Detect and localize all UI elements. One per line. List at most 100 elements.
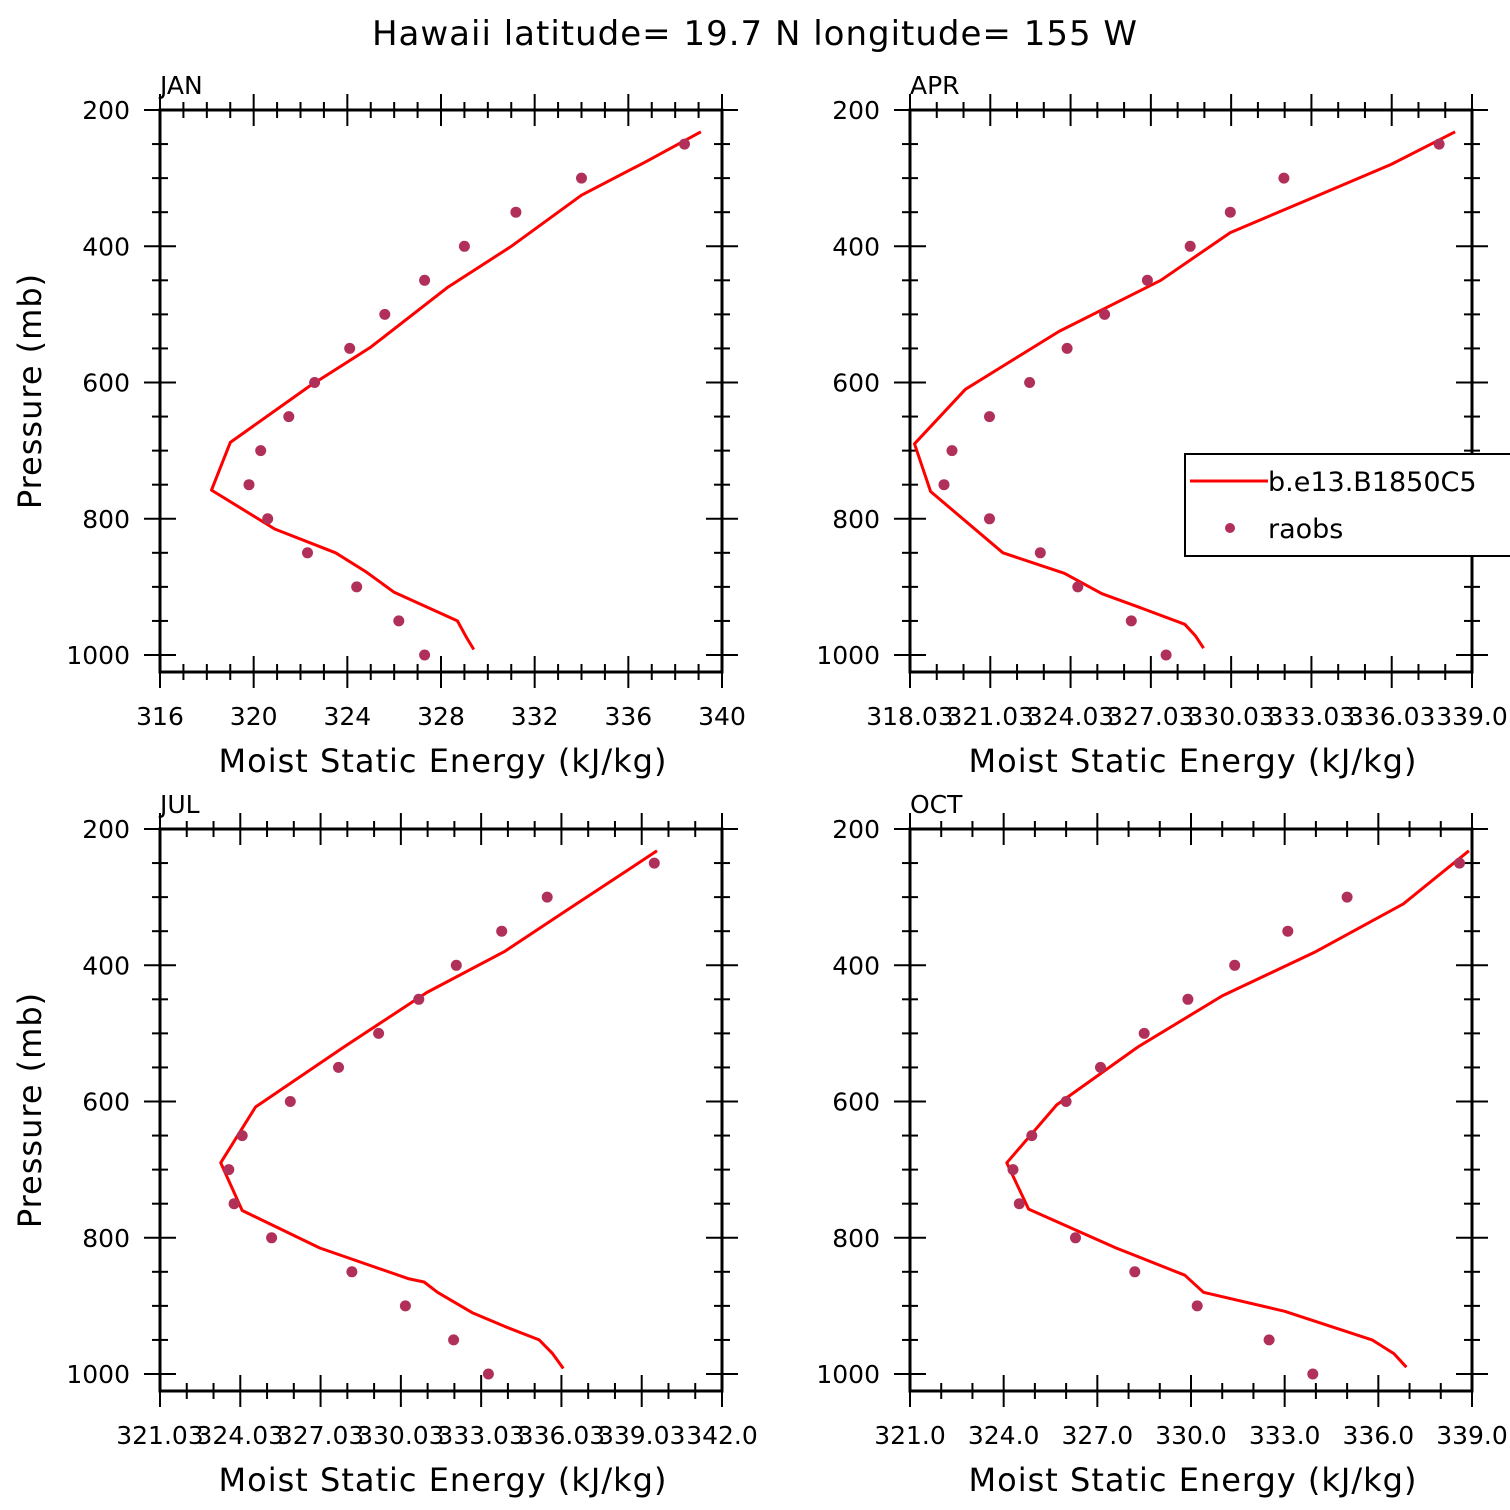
x-tick-label: 316 (136, 702, 184, 731)
x-tick-label: 327.0 (1062, 1421, 1134, 1450)
raobs-point (1184, 240, 1196, 252)
raobs-point (1007, 1164, 1019, 1176)
model-line (210, 130, 702, 651)
y-tick-label: 800 (832, 505, 880, 534)
raobs-point (1160, 649, 1172, 661)
legend: b.e13.B1850C5 raobs (1184, 453, 1510, 557)
raobs-point (399, 1300, 411, 1312)
legend-box (1184, 453, 1510, 557)
raobs-point (510, 206, 522, 218)
raobs-point (448, 1334, 460, 1346)
raobs-point (1013, 1198, 1025, 1210)
raobs-point (1099, 308, 1111, 320)
y-tick-label: 200 (832, 815, 880, 844)
raobs-point (938, 479, 950, 491)
raobs-point (679, 138, 690, 150)
x-tick-label: 336.03 (518, 1421, 605, 1450)
raobs-point (648, 857, 660, 869)
raobs-point (1072, 581, 1084, 593)
raobs-point (1061, 342, 1073, 354)
raobs-point (419, 274, 431, 286)
x-tick-label: 327.03 (1107, 702, 1194, 731)
panel-apr: APR 200 400 600 800 1000 318.03321.03324.03327… (816, 71, 1507, 780)
raobs-point (266, 1232, 278, 1244)
raobs-point (223, 1164, 235, 1176)
raobs-point (1341, 891, 1353, 903)
x-tick-label: 324 (323, 702, 371, 731)
x-tick-label: 330.03 (357, 1421, 444, 1450)
x-tick-label: 327.03 (277, 1421, 364, 1450)
model-line (1005, 849, 1470, 1369)
raobs-point (1060, 1096, 1072, 1107)
plot-frame (908, 108, 1474, 674)
x-tick-label: 339.03 (598, 1421, 685, 1450)
raobs-point (284, 1096, 296, 1107)
x-tick-label: 321.03 (116, 1421, 203, 1450)
x-axis-title: Moist Static Energy (kJ/kg) (969, 742, 1418, 780)
panel-oct: OCT 200 400 600 800 1000 321.0 324.0 327.0 330.0 3… (816, 790, 1507, 1499)
y-tick-label: 1000 (816, 1360, 880, 1389)
x-tick-label: 324.0 (968, 1421, 1040, 1450)
raobs-point (1224, 206, 1236, 218)
raobs-point (1141, 274, 1153, 286)
raobs-point (1070, 1232, 1081, 1244)
y-tick-label: 200 (82, 815, 130, 844)
raobs-point (1191, 1300, 1203, 1312)
x-tick-label: 324.03 (1027, 702, 1114, 731)
raobs-point (1263, 1334, 1275, 1346)
x-tick-label: 328 (417, 702, 465, 731)
raobs-point (1278, 172, 1290, 184)
legend-entry-model: b.e13.B1850C5 (1268, 467, 1477, 498)
x-tick-label: 321.03 (947, 702, 1034, 731)
panel-title: APR (910, 71, 960, 100)
y-tick-label: 1000 (66, 641, 130, 670)
model-line (219, 849, 658, 1370)
raobs-point (302, 547, 313, 559)
y-tick-label: 400 (832, 951, 880, 980)
x-tick-label: 336 (604, 702, 652, 731)
panel-jan: JAN 200 400 600 800 1000 316 320 324 328 332 336 340… (11, 71, 746, 780)
raobs-point (946, 445, 958, 457)
x-tick-label: 324.03 (197, 1421, 284, 1450)
raobs-point (458, 240, 470, 252)
y-tick-label: 800 (832, 1224, 880, 1253)
model-line (913, 130, 1456, 650)
raobs-point (1095, 1061, 1106, 1073)
y-tick-label: 800 (82, 505, 130, 534)
raobs-point (346, 1266, 358, 1278)
raobs-point (1282, 925, 1294, 937)
panel-title: JAN (158, 71, 203, 100)
raobs-point (984, 411, 995, 423)
x-tick-label: 321.0 (874, 1421, 946, 1450)
figure-title: Hawaii latitude= 19.7 N longitude= 155 W (372, 14, 1138, 54)
raobs-point (1125, 615, 1137, 627)
raobs-point (1433, 138, 1445, 150)
x-tick-label: 339.0 (1436, 702, 1508, 731)
panel-title: OCT (910, 790, 963, 819)
x-axis-title: Moist Static Energy (kJ/kg) (219, 1461, 668, 1499)
y-axis-title: Pressure (mb) (11, 273, 49, 509)
raobs-point (351, 581, 363, 593)
y-tick-label: 800 (82, 1224, 130, 1253)
raobs-point (1024, 377, 1036, 388)
raobs-point (309, 377, 321, 388)
raobs-point (413, 993, 425, 1005)
raobs-point (333, 1061, 344, 1073)
x-tick-label: 320 (230, 702, 278, 731)
raobs-point (373, 1027, 385, 1039)
x-tick-label: 336.0 (1343, 1421, 1415, 1450)
x-tick-label: 333.0 (1249, 1421, 1321, 1450)
raobs-point (262, 513, 274, 525)
raobs-point (1229, 959, 1241, 971)
x-axis-title: Moist Static Energy (kJ/kg) (219, 742, 668, 780)
x-tick-label: 333.03 (437, 1421, 524, 1450)
x-tick-label: 336.03 (1348, 702, 1435, 731)
x-tick-label: 332 (511, 702, 559, 731)
y-tick-label: 200 (832, 96, 880, 125)
x-tick-label: 330.0 (1155, 1421, 1227, 1450)
raobs-point (419, 649, 431, 661)
x-tick-label: 339.0 (1436, 1421, 1508, 1450)
y-axis-title: Pressure (mb) (11, 992, 49, 1228)
x-tick-label: 333.03 (1268, 702, 1355, 731)
